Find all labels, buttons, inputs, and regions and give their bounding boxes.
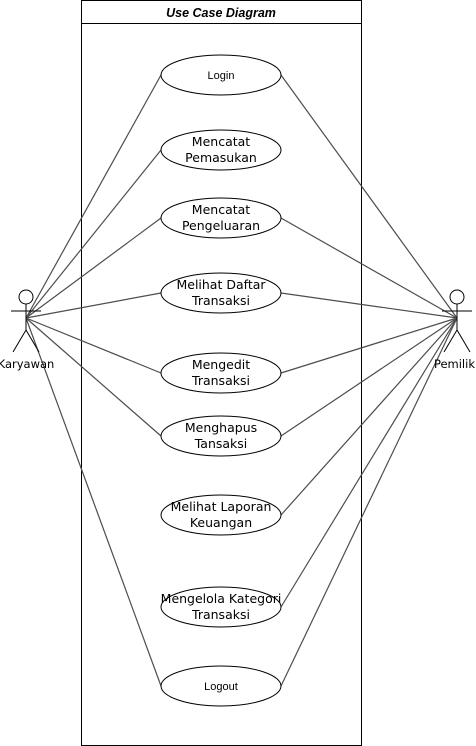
use-case-label: Mencatat: [192, 134, 250, 149]
use-case-ellipse: [160, 54, 282, 96]
association-karyawan-mengedit-transaksi: [25, 317, 162, 374]
associations: [25, 74, 458, 687]
association-pemilik-mengedit-transaksi: [280, 317, 458, 374]
use-case-ellipse: [160, 197, 282, 239]
actor-karyawan-leg-right: [25, 329, 40, 353]
actor-karyawan-leg-left: [12, 329, 27, 353]
use-case-ellipse: [160, 272, 282, 314]
actor-karyawan-head: [18, 289, 34, 305]
use-case-label: Menghapus: [185, 420, 257, 435]
use-case-ellipse: [160, 352, 282, 394]
association-pemilik-mengelola-kategori-transaksi: [280, 317, 458, 608]
use-case-label: Transaksi: [191, 373, 250, 388]
association-karyawan-melihat-daftar-transaksi: [25, 292, 162, 319]
association-pemilik-mencatat-pengeluaran: [280, 217, 458, 319]
use-cases: LoginMencatatPemasukanMencatatPengeluara…: [160, 54, 282, 707]
use-case-label: Keuangan: [190, 515, 252, 530]
use-case-ellipse: [160, 415, 282, 457]
association-pemilik-login: [280, 74, 458, 319]
use-case-label: Mengelola Kategori: [161, 591, 282, 606]
use-case-label: Pemasukan: [185, 150, 257, 165]
actor-karyawan-label: Karyawan: [0, 357, 54, 371]
association-pemilik-menghapus-transaksi: [280, 317, 458, 437]
use-case-ellipse: [160, 586, 282, 628]
use-case-label: Melihat Daftar: [176, 277, 266, 292]
use-case-label: Mencatat: [192, 202, 250, 217]
association-karyawan-logout: [25, 317, 162, 687]
use-case-label: Login: [208, 70, 235, 82]
actor-pemilik[interactable]: Pemilik: [434, 289, 475, 371]
use-case-label: Mengedit: [192, 357, 250, 372]
association-karyawan-mencatat-pengeluaran: [25, 217, 162, 319]
actor-pemilik-head: [449, 289, 465, 305]
use-case-ellipse: [160, 665, 282, 707]
system-title: Use Case Diagram: [166, 6, 276, 20]
association-pemilik-melihat-laporan-keuangan: [280, 317, 458, 516]
association-karyawan-login: [25, 74, 162, 319]
association-pemilik-logout: [280, 317, 458, 687]
use-case-login[interactable]: Login: [160, 54, 282, 96]
use-case-label: Tansaksi: [194, 436, 248, 451]
association-karyawan-menghapus-transaksi: [25, 317, 162, 437]
use-case-label: Transaksi: [191, 607, 250, 622]
association-pemilik-melihat-daftar-transaksi: [280, 292, 458, 319]
actor-pemilik-leg-right: [456, 329, 471, 353]
actor-pemilik-label: Pemilik: [434, 357, 475, 371]
association-karyawan-mencatat-pemasukan: [25, 149, 162, 319]
actor-pemilik-leg-left: [443, 329, 458, 353]
actor-karyawan[interactable]: Karyawan: [0, 289, 54, 371]
use-case-ellipse: [160, 129, 282, 171]
use-case-ellipse: [160, 494, 282, 536]
use-case-label: Logout: [204, 681, 238, 693]
use-case-label: Pengeluaran: [182, 218, 260, 233]
use-case-label: Transaksi: [191, 293, 250, 308]
use-case-logout[interactable]: Logout: [160, 665, 282, 707]
use-case-label: Melihat Laporan: [171, 499, 272, 514]
